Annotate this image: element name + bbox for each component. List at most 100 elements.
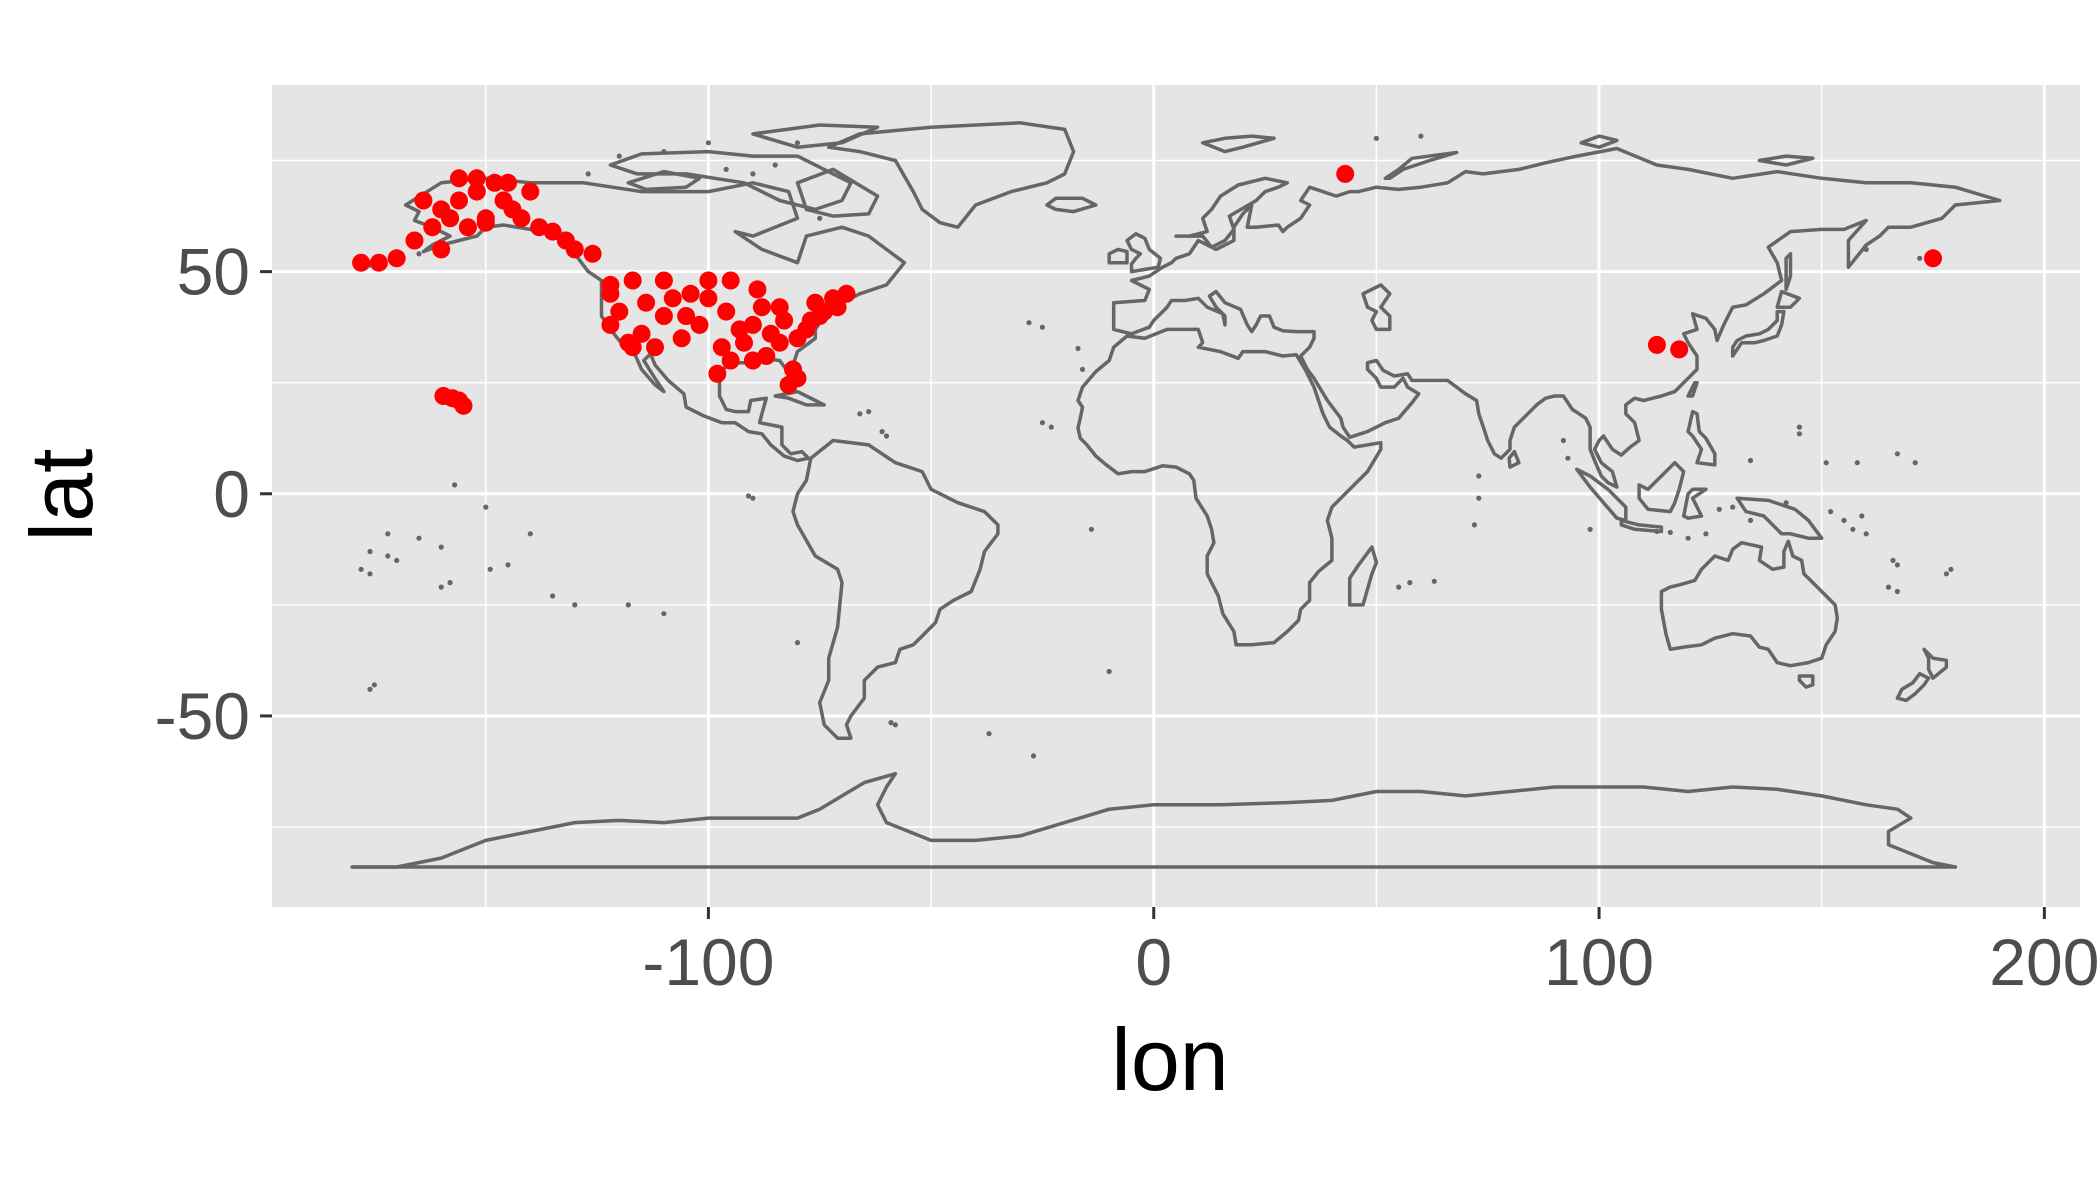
y-axis-tick-label: 50 <box>177 235 250 309</box>
data-point <box>654 307 673 325</box>
map-outline-borneo <box>1637 460 1686 514</box>
data-point <box>699 289 718 308</box>
map-island-dot <box>385 531 391 537</box>
map-island-dot <box>1917 255 1923 261</box>
data-point <box>752 298 771 317</box>
map-island-dot <box>794 140 801 146</box>
data-point <box>654 271 673 290</box>
data-point <box>387 249 406 268</box>
map-outline-novaya-zemlya <box>1383 150 1459 181</box>
map-island-dot <box>371 682 377 688</box>
data-point <box>1336 164 1355 183</box>
map-outline-sri-lanka <box>1507 449 1521 469</box>
map-outline-new-siberian-islands <box>1757 154 1815 167</box>
map-island-dot <box>1667 529 1673 536</box>
data-point <box>646 338 664 357</box>
data-point <box>632 324 651 343</box>
map-island-dot <box>1747 457 1754 464</box>
data-point <box>681 284 700 303</box>
map-island-dot <box>1026 320 1032 326</box>
map-island-dot <box>438 544 444 550</box>
map-outline-africa <box>1076 327 1383 647</box>
map-outline-greenland <box>826 121 1076 229</box>
data-point <box>824 289 843 308</box>
x-axis-tick-label: 200 <box>1989 925 2099 999</box>
data-point <box>1670 340 1689 359</box>
map-island-dot <box>452 482 458 488</box>
x-axis-ticks: -100 0 100 200 <box>642 907 2099 999</box>
map-island-dot <box>750 495 756 501</box>
map-island-dot <box>986 731 992 737</box>
map-island-dot <box>745 493 752 499</box>
data-point <box>610 302 629 321</box>
map-outline-sakhalin <box>1784 252 1793 292</box>
data-point <box>748 280 767 299</box>
data-point <box>761 324 780 343</box>
map-island-dot <box>1431 578 1437 584</box>
map-outline-scandinavia <box>1174 176 1290 249</box>
map-outline-antarctica <box>350 771 1958 869</box>
map-outline-britain <box>1125 232 1163 274</box>
map-island-dot <box>625 602 631 608</box>
map-island-dot <box>1854 460 1860 466</box>
data-point <box>757 347 776 365</box>
data-point <box>454 396 473 415</box>
map-outline-cuba <box>773 389 826 407</box>
map-island-dot <box>866 409 872 415</box>
map-outline-baffin-island <box>795 167 880 218</box>
map-island-dot <box>1841 517 1847 524</box>
map-island-dot <box>794 640 801 646</box>
data-point <box>779 375 798 394</box>
map-island-dot <box>1943 571 1949 577</box>
data-point <box>423 218 442 237</box>
map-island-dot <box>1079 366 1086 372</box>
map-island-dot <box>487 566 493 572</box>
data-point <box>712 338 731 357</box>
map-outline-japan <box>1730 309 1786 358</box>
data-point <box>467 169 486 188</box>
data-point <box>1647 335 1666 354</box>
data-point <box>485 173 504 192</box>
data-point <box>467 182 486 201</box>
map-island-dot <box>1039 324 1045 330</box>
map-island-dot <box>1796 431 1802 437</box>
map-island-dot <box>358 566 364 572</box>
map-outline-tasmania <box>1797 674 1815 689</box>
y-axis-title: lat <box>12 449 111 542</box>
map-outline-taiwan <box>1686 380 1699 398</box>
data-point <box>434 387 453 405</box>
data-point <box>441 209 460 228</box>
data-point <box>369 253 388 272</box>
map-island-dot <box>572 602 578 608</box>
map-outline-java <box>1619 518 1664 534</box>
map-island-dot <box>1106 668 1112 675</box>
x-axis-tick-label: -100 <box>642 925 774 999</box>
map-outline-australia <box>1659 539 1840 668</box>
data-point <box>623 338 642 357</box>
map-island-dot <box>1407 580 1413 586</box>
data-point <box>414 191 433 210</box>
map-island-dot <box>1948 566 1954 572</box>
data-point <box>775 311 794 330</box>
data-point <box>521 182 540 201</box>
map-island-dot <box>447 580 453 586</box>
map-island-dot <box>1894 562 1900 568</box>
map-island-dot <box>367 686 373 692</box>
map-island-dot <box>1476 473 1482 479</box>
map-outline-new-guinea <box>1735 496 1824 540</box>
data-point <box>476 213 495 232</box>
map-outline-canadian-archipelago <box>608 149 853 212</box>
map-outline-madagascar <box>1347 545 1379 607</box>
data-point <box>735 333 753 352</box>
map-island-dot <box>1783 500 1789 506</box>
map-island-dot <box>1796 424 1802 430</box>
data-point <box>352 253 371 272</box>
map-island-dot <box>883 433 890 439</box>
map-island-dot <box>616 153 622 159</box>
map-island-dot <box>1030 753 1037 759</box>
data-point <box>699 271 718 290</box>
map-outline-philippines <box>1686 409 1717 467</box>
map-island-dot <box>1088 526 1094 532</box>
map-outline-hokkaido <box>1775 289 1802 309</box>
